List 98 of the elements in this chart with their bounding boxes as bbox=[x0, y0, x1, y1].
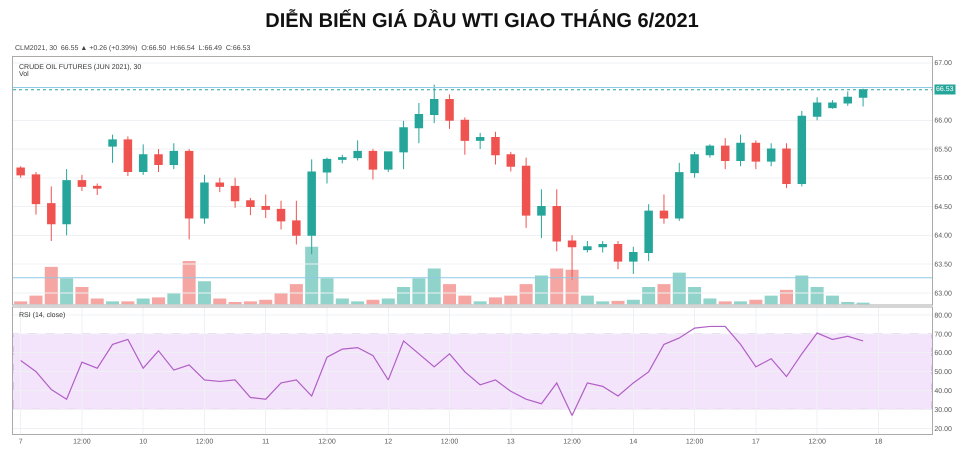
bar bbox=[566, 270, 579, 304]
candlestick bbox=[399, 120, 408, 170]
candlestick bbox=[476, 132, 484, 150]
candlestick bbox=[353, 140, 362, 162]
bar bbox=[382, 298, 395, 304]
bar bbox=[60, 278, 74, 304]
chart-title: DIỄN BIẾN GIÁ DẦU WTI GIAO THÁNG 6/2021 bbox=[265, 9, 699, 32]
bar bbox=[167, 292, 180, 304]
candlestick bbox=[812, 96, 822, 121]
bar bbox=[290, 284, 303, 304]
candlestick bbox=[246, 197, 255, 216]
bar bbox=[580, 296, 594, 304]
bar bbox=[213, 298, 226, 304]
candlestick bbox=[690, 151, 699, 178]
bar bbox=[44, 266, 58, 304]
bar bbox=[642, 287, 656, 304]
candlestick bbox=[720, 138, 730, 170]
bar bbox=[443, 284, 456, 304]
candlestick bbox=[445, 94, 454, 130]
candlestick bbox=[170, 142, 178, 170]
bar bbox=[274, 292, 288, 304]
bar bbox=[412, 278, 426, 304]
candlestick bbox=[766, 142, 776, 167]
bar bbox=[672, 272, 686, 304]
bar bbox=[152, 297, 166, 304]
candlestick bbox=[261, 194, 270, 219]
candlestick bbox=[338, 154, 347, 164]
bar bbox=[550, 268, 564, 304]
candlestick bbox=[675, 162, 684, 222]
candlestick bbox=[216, 177, 224, 193]
candlestick bbox=[138, 144, 148, 176]
candlestick bbox=[583, 240, 592, 254]
candlestick bbox=[276, 200, 286, 230]
bar bbox=[534, 275, 548, 304]
candlestick bbox=[414, 102, 424, 144]
bar bbox=[336, 298, 349, 304]
bar bbox=[703, 298, 716, 304]
candlestick bbox=[62, 168, 71, 236]
line-series bbox=[20, 326, 864, 416]
candlestick bbox=[184, 148, 194, 240]
bar bbox=[626, 300, 640, 304]
candlestick bbox=[491, 131, 500, 166]
candlestick bbox=[568, 234, 576, 280]
candlestick bbox=[598, 240, 607, 254]
bar bbox=[764, 296, 778, 304]
bar bbox=[749, 300, 762, 304]
bar bbox=[488, 297, 502, 304]
candlestick bbox=[78, 174, 86, 192]
candlestick bbox=[629, 246, 638, 274]
bar bbox=[75, 287, 88, 304]
candlestick bbox=[506, 151, 516, 172]
candlestick bbox=[47, 186, 56, 242]
candlestick bbox=[752, 140, 760, 170]
candlestick bbox=[660, 194, 668, 224]
bar bbox=[397, 287, 410, 304]
candlestick bbox=[32, 172, 40, 216]
candlestick bbox=[230, 177, 240, 208]
bar bbox=[657, 284, 670, 304]
bar bbox=[810, 287, 824, 304]
candlestick bbox=[828, 100, 837, 110]
bar bbox=[795, 275, 808, 304]
candlestick bbox=[460, 116, 470, 156]
bar bbox=[305, 246, 318, 304]
bar bbox=[182, 261, 196, 304]
bar bbox=[320, 278, 334, 304]
bar bbox=[458, 296, 472, 304]
bar bbox=[259, 300, 272, 304]
bar bbox=[520, 284, 533, 304]
candlestick bbox=[782, 142, 791, 189]
candlestick bbox=[644, 204, 653, 262]
candlestick bbox=[368, 148, 378, 180]
candlestick bbox=[16, 166, 25, 178]
candlestick bbox=[292, 200, 301, 245]
candlestick bbox=[522, 157, 530, 228]
candlestick bbox=[384, 150, 393, 173]
candlestick bbox=[537, 188, 546, 239]
candlestick bbox=[798, 110, 806, 187]
bar bbox=[136, 298, 150, 304]
bar bbox=[428, 268, 441, 304]
bar bbox=[366, 300, 380, 304]
candlestick bbox=[108, 134, 117, 164]
candlestick bbox=[92, 183, 102, 196]
bar bbox=[504, 296, 518, 304]
candlestick bbox=[706, 144, 714, 158]
bar bbox=[780, 290, 793, 304]
candlestick bbox=[124, 136, 132, 177]
bar bbox=[198, 281, 211, 304]
candlestick bbox=[552, 188, 561, 252]
candlestick bbox=[154, 148, 163, 173]
candlestick bbox=[614, 240, 622, 270]
bar bbox=[29, 296, 42, 304]
bar bbox=[826, 296, 839, 304]
candlestick bbox=[307, 158, 316, 255]
candlestick bbox=[736, 134, 745, 167]
candlestick bbox=[200, 174, 209, 224]
bar bbox=[688, 287, 702, 304]
candlestick bbox=[322, 157, 332, 184]
bar bbox=[90, 298, 104, 304]
